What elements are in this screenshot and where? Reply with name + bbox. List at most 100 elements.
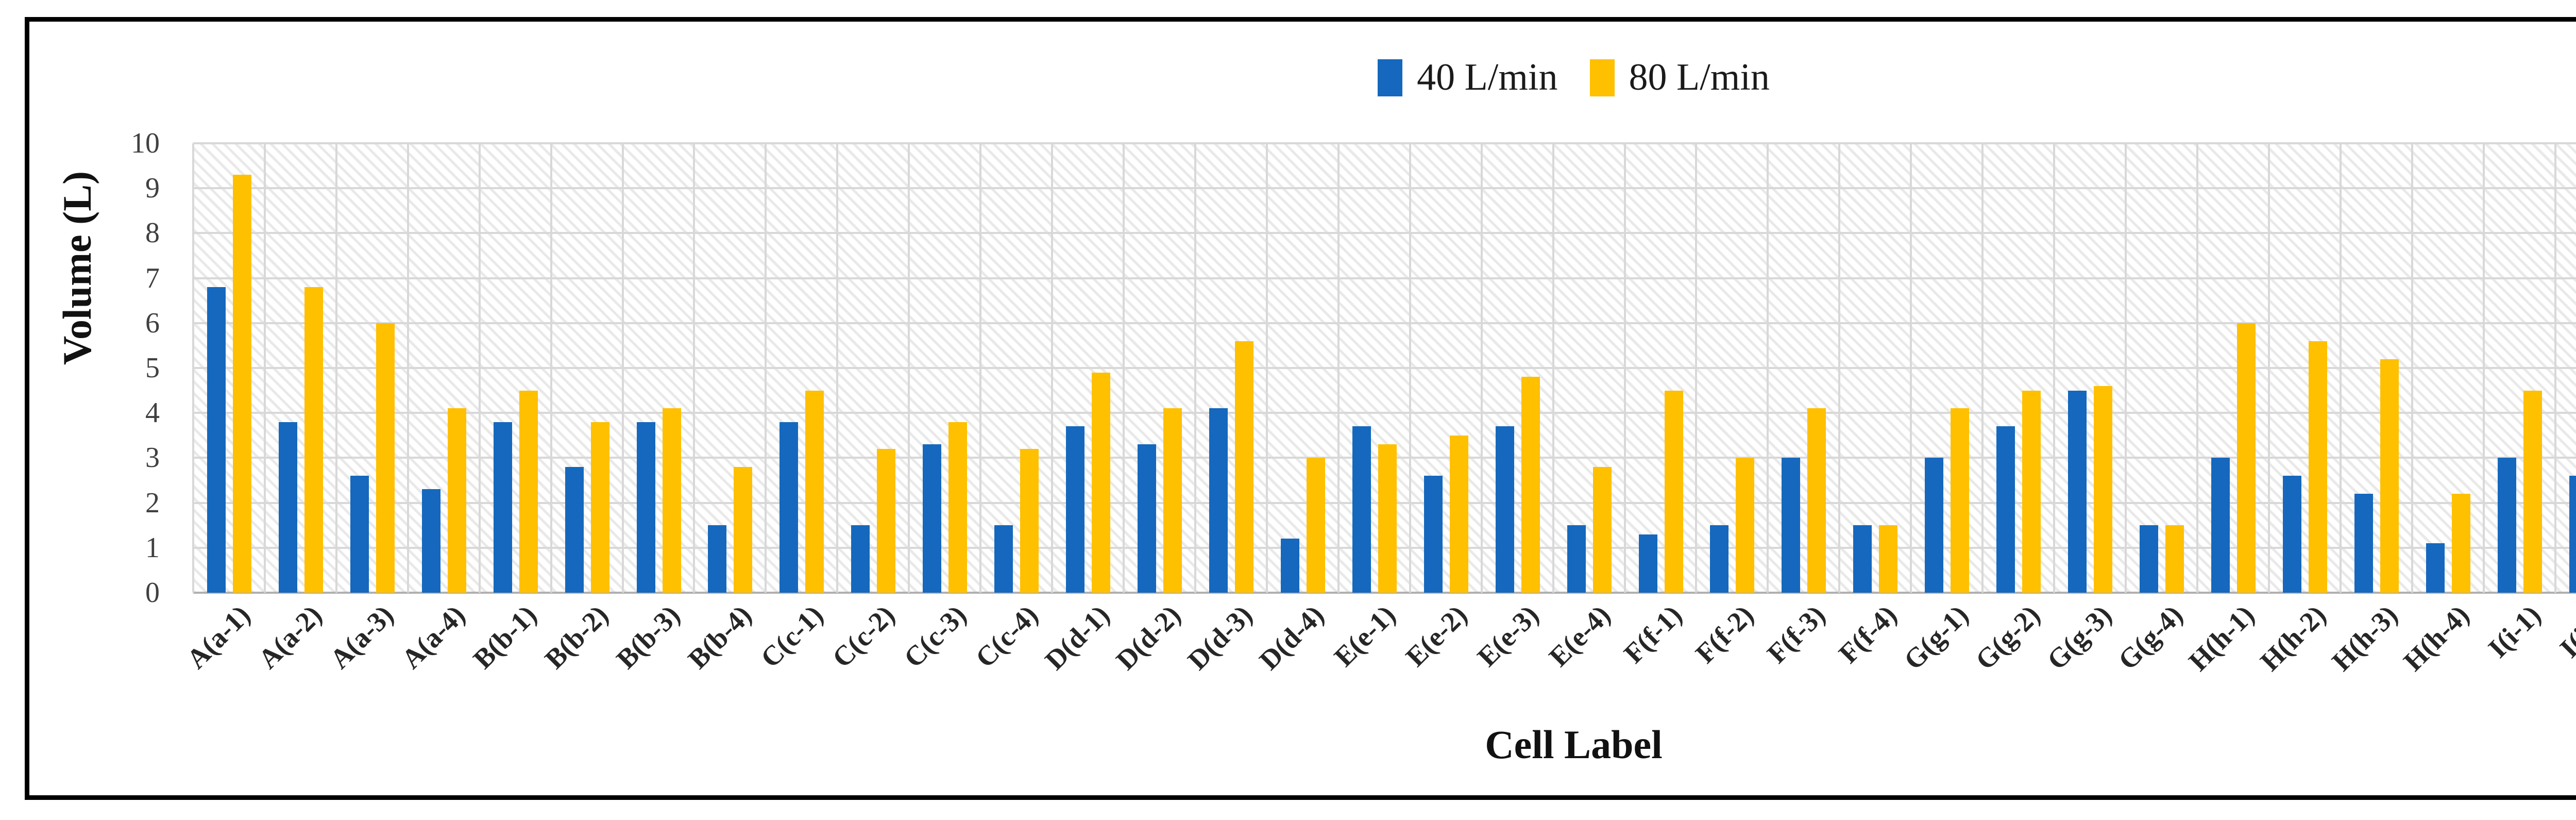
bar-80lmin (1091, 373, 1110, 593)
legend-swatch-40lmin (1378, 59, 1403, 96)
bar-group (551, 422, 623, 593)
bar-group (1124, 408, 1195, 593)
bar-40lmin (2426, 543, 2445, 593)
gridline-v (1266, 143, 1268, 593)
bar-40lmin (2354, 494, 2373, 593)
bar-group (2197, 323, 2269, 593)
bar-group (837, 449, 909, 593)
bar-group (1839, 525, 1911, 593)
bar-40lmin (994, 525, 1013, 593)
bar-40lmin (1638, 534, 1657, 593)
bar-group (980, 449, 1052, 593)
bar-group (694, 467, 766, 593)
gridline-v (407, 143, 409, 593)
gridline-v (1695, 143, 1697, 593)
bar-40lmin (421, 489, 440, 593)
bar-40lmin (2497, 458, 2516, 593)
gridline-v (1767, 143, 1769, 593)
bar-group (2555, 476, 2576, 593)
bar-group (2126, 525, 2197, 593)
y-tick-label: 10 (131, 127, 160, 159)
gridline-v (693, 143, 695, 593)
bar-80lmin (1306, 458, 1325, 593)
bar-40lmin (707, 525, 726, 593)
legend-label-80lmin: 80 L/min (1629, 56, 1770, 98)
gridline-v (1051, 143, 1053, 593)
bar-40lmin (1280, 539, 1299, 593)
bar-80lmin (1807, 408, 1826, 593)
bar-80lmin (232, 175, 251, 593)
bar-80lmin (805, 391, 824, 593)
bar-group (1625, 391, 1697, 593)
bar-80lmin (662, 408, 681, 593)
gridline-v (622, 143, 624, 593)
bar-80lmin (1234, 341, 1253, 593)
gridline-h (193, 187, 2576, 189)
bar-40lmin (1924, 458, 1943, 593)
chart-legend: 40 L/min 80 L/min (25, 56, 2576, 99)
gridline-v (2053, 143, 2055, 593)
gridline-v (2196, 143, 2198, 593)
bar-40lmin (1709, 525, 1728, 593)
bar-group (2269, 341, 2341, 593)
bar-80lmin (2093, 386, 2112, 593)
gridline-h (193, 367, 2576, 369)
gridline-h (193, 412, 2576, 414)
gridline-v (765, 143, 767, 593)
gridline-v (1838, 143, 1840, 593)
gridline-v (2554, 143, 2556, 593)
legend-label-40lmin: 40 L/min (1417, 56, 1558, 98)
gridline-v (2125, 143, 2127, 593)
bar-40lmin (851, 525, 870, 593)
bar-80lmin (2380, 359, 2399, 593)
bar-40lmin (2211, 458, 2230, 593)
gridline-v (264, 143, 266, 593)
gridline-v (1910, 143, 1912, 593)
bar-40lmin (1853, 525, 1872, 593)
bar-group (408, 408, 480, 593)
bar-group (193, 175, 265, 593)
bar-40lmin (565, 467, 584, 593)
y-tick-label: 3 (145, 442, 160, 474)
y-tick-label: 7 (145, 262, 160, 294)
gridline-h (193, 232, 2576, 234)
bar-group (2484, 391, 2555, 593)
y-tick-label: 6 (145, 307, 160, 339)
bar-group (766, 391, 837, 593)
gridline-v (1194, 143, 1196, 593)
gridline-v (192, 143, 194, 593)
x-axis-line (193, 592, 2576, 594)
bar-80lmin (2165, 525, 2184, 593)
bar-40lmin (1495, 426, 1514, 593)
bar-group (2054, 386, 2126, 593)
bar-80lmin (2236, 323, 2256, 593)
gridline-v (2411, 143, 2413, 593)
bar-80lmin (876, 449, 895, 593)
gridline-v (1409, 143, 1411, 593)
y-tick-label: 8 (145, 217, 160, 249)
legend-item-40lmin: 40 L/min (1378, 56, 1558, 99)
bar-40lmin (2067, 391, 2087, 593)
bar-group (1482, 377, 1553, 593)
bar-80lmin (1735, 458, 1754, 593)
bar-group (1195, 341, 1267, 593)
gridline-v (1481, 143, 1483, 593)
bar-40lmin (922, 444, 941, 593)
bar-40lmin (1352, 426, 1371, 593)
bar-40lmin (2139, 525, 2158, 593)
bar-group (909, 422, 980, 593)
bar-80lmin (519, 391, 538, 593)
bar-group (1696, 458, 1768, 593)
bar-group (2412, 494, 2484, 593)
bar-80lmin (2451, 494, 2470, 593)
bar-40lmin (1567, 525, 1586, 593)
bar-80lmin (1163, 408, 1182, 593)
y-tick-label: 9 (145, 172, 160, 204)
gridline-v (2268, 143, 2270, 593)
bar-40lmin (1209, 408, 1228, 593)
y-tick-label: 2 (145, 487, 160, 519)
bar-80lmin (1592, 467, 1612, 593)
bar-80lmin (1664, 391, 1683, 593)
gridline-v (479, 143, 481, 593)
gridline-h (193, 277, 2576, 279)
